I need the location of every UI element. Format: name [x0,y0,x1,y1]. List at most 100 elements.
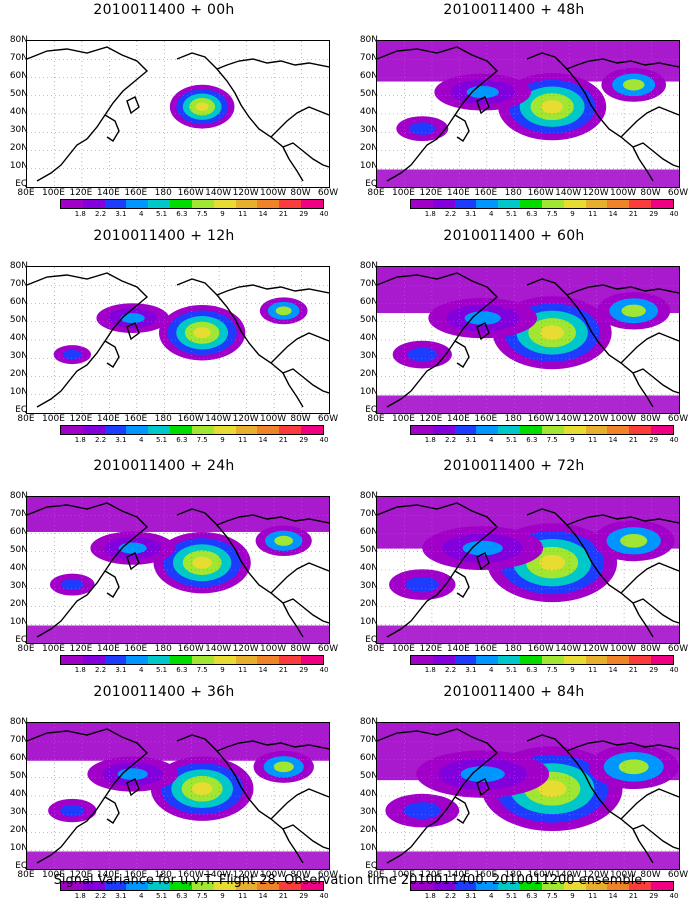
color-bar-swatch [191,656,214,664]
color-bar-label: 4 [488,210,494,218]
longitude-label: 80E [17,188,35,198]
map-panel: 2010011400 + 72h 80N 70N 60N 50N 40N 30N 20N 10N… [354,458,688,680]
color-bar-label: 29 [649,666,659,674]
color-bar-swatch [301,200,323,208]
color-bar-label: 29 [649,436,659,444]
longitude-label: 80E [17,414,35,424]
latitude-label: 80N [359,261,378,271]
panel-title: 2010011400 + 36h [93,684,235,700]
color-bar-label: 4 [488,666,494,674]
longitude-label: 180 [154,188,172,198]
color-bar-label: 5.1 [505,436,518,444]
map-panel: 2010011400 + 36h 80N 70N 60N 50N 40N 30N 20N 10N… [4,684,338,906]
color-bar-label: 2.2 [95,210,107,218]
color-bar-swatch [235,200,258,208]
color-bar-label: 4 [138,210,144,218]
longitude-label: 140E [96,414,120,424]
color-bar-label: 6.3 [176,210,188,218]
latitude-label: 70N [359,509,378,519]
color-bar-swatch [476,656,499,664]
longitude-label: 60W [317,414,339,424]
latitude-label: 50N [359,545,378,555]
longitude-label: 180 [504,644,522,654]
color-bar-label: 11 [588,666,598,674]
latitude-label: 30N [9,125,28,135]
color-bar-swatch [585,200,608,208]
latitude-label: 10N [359,617,378,627]
longitude-label: 120E [419,870,443,880]
color-bar-swatch [235,882,258,890]
color-bar [60,881,324,891]
latitude-label: 70N [359,279,378,289]
longitude-label: 140E [446,644,470,654]
color-bar-label: 21 [278,436,288,444]
color-bar-label: 9 [220,210,225,218]
latitude-label: 60N [9,71,28,81]
color-bar-swatch [191,200,214,208]
color-bar-label: 14 [258,666,268,674]
longitude-label: 60W [667,644,689,654]
longitude-label: 140E [96,870,120,880]
latitude-label: EQ [365,861,378,871]
color-bar-label: 11 [588,210,598,218]
color-bar-label: 14 [258,892,268,900]
color-bar-swatch [520,656,542,664]
longitude-label: 160E [474,188,498,198]
longitude-label: 120E [419,414,443,424]
color-bar-swatch [563,426,586,434]
longitude-label: 120E [69,870,93,880]
color-bar-label: 3.1 [115,210,127,218]
color-bar-label: 1.8 [74,666,86,674]
color-bar-swatch [279,200,302,208]
color-bar-swatch [454,200,477,208]
color-bar-swatch [563,656,586,664]
color-bar-swatch [454,426,477,434]
longitude-label: 160W [527,414,554,424]
latitude-label: 40N [359,563,378,573]
variance-map [376,496,680,644]
color-bar-swatch [257,882,280,890]
color-bar-swatch [607,426,630,434]
longitude-label: 160W [177,870,204,880]
latitude-label: 50N [9,315,28,325]
latitude-label: 40N [9,563,28,573]
color-bar-label: 4 [138,436,144,444]
longitude-label: 100E [42,414,65,424]
color-bar-swatch [476,882,499,890]
color-bar-swatch [629,882,652,890]
color-bar-label: 1.8 [424,436,436,444]
longitude-label: 100W [610,414,637,424]
color-bar-swatch [170,200,192,208]
latitude-label: 50N [9,545,28,555]
map-panel: 2010011400 + 00h 80N 70N 60N 50N 40N 30N 20N 10N… [4,2,338,224]
latitude-label: EQ [365,635,378,645]
color-bar-swatch [629,426,652,434]
color-bar-swatch [61,200,83,208]
color-bar-label: 1.8 [74,210,86,218]
latitude-label: EQ [15,635,28,645]
color-bar-label: 6.3 [176,892,188,900]
latitude-label: 30N [359,807,378,817]
panel-title: 2010011400 + 72h [443,458,585,474]
longitude-label: 140W [205,644,232,654]
color-bar-swatch [432,426,455,434]
longitude-label: 80W [290,188,311,198]
color-bar-swatch [235,426,258,434]
color-bar-label: 4 [488,892,494,900]
latitude-label: 20N [359,369,378,379]
latitude-label: 10N [359,387,378,397]
color-bar-label: 9 [570,892,575,900]
color-bar-label: 5.1 [505,892,518,900]
longitude-label: 100W [260,644,287,654]
longitude-label: 140E [446,414,470,424]
color-bar-swatch [170,426,192,434]
color-bar-swatch [257,656,280,664]
longitude-label: 100E [42,188,65,198]
color-bar-swatch [454,656,477,664]
color-bar-label: 29 [299,892,309,900]
color-bar-label: 6.3 [526,436,538,444]
color-bar-swatch [82,882,105,890]
color-bar-label: 11 [588,436,598,444]
color-bar-label: 2.2 [95,666,107,674]
longitude-label: 160W [177,414,204,424]
